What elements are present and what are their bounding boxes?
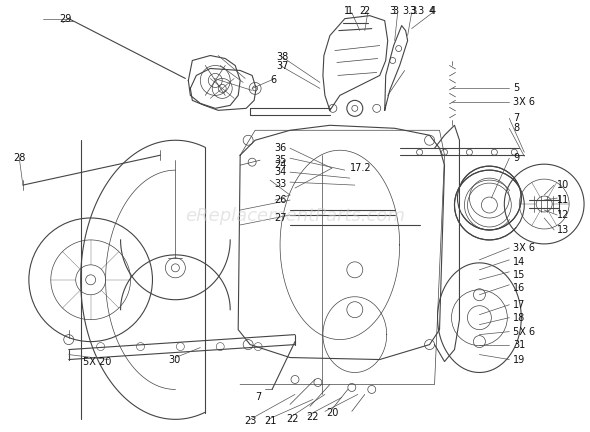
Text: 1: 1	[344, 6, 350, 16]
Text: 3: 3	[389, 6, 396, 16]
Text: 17: 17	[513, 300, 526, 310]
Text: 29: 29	[59, 14, 71, 24]
Text: 3: 3	[393, 6, 399, 16]
Text: 38: 38	[276, 51, 289, 61]
Text: 19: 19	[513, 355, 526, 365]
Text: 3.3: 3.3	[402, 6, 417, 16]
Text: 7: 7	[513, 113, 520, 123]
Text: 22: 22	[286, 414, 299, 424]
Text: 36: 36	[274, 143, 286, 153]
Text: 15: 15	[513, 270, 526, 280]
Text: 20: 20	[326, 408, 338, 418]
Text: 10: 10	[557, 180, 569, 190]
Text: 5: 5	[513, 83, 520, 93]
Text: 5X 6: 5X 6	[513, 327, 535, 337]
Text: 12: 12	[557, 210, 569, 220]
Text: 28: 28	[13, 153, 25, 163]
Text: 26: 26	[274, 195, 286, 205]
Text: 33: 33	[274, 179, 286, 189]
Text: 30: 30	[168, 355, 181, 365]
Text: 23: 23	[244, 416, 257, 426]
Text: 11: 11	[557, 195, 569, 205]
Text: 3.3: 3.3	[409, 6, 425, 16]
Text: 35: 35	[274, 155, 286, 165]
Text: 18: 18	[513, 313, 526, 323]
Text: 9: 9	[513, 153, 519, 163]
Text: 1: 1	[347, 6, 353, 16]
Text: 34: 34	[274, 167, 286, 177]
Text: 21: 21	[264, 416, 277, 426]
Text: 37: 37	[276, 61, 289, 71]
Text: 3X 6: 3X 6	[513, 243, 535, 253]
Text: 8: 8	[513, 123, 519, 133]
Text: 6: 6	[270, 76, 276, 86]
Text: eReplacementParts.com: eReplacementParts.com	[185, 207, 405, 225]
Text: 24: 24	[274, 160, 286, 170]
Text: 5X 20: 5X 20	[83, 356, 111, 366]
Text: 3X 6: 3X 6	[513, 97, 535, 108]
Text: 4: 4	[428, 6, 435, 16]
Text: 17.2: 17.2	[350, 163, 372, 173]
Text: 16: 16	[513, 283, 526, 293]
Text: 27: 27	[274, 213, 287, 223]
Text: 4: 4	[430, 6, 435, 16]
Text: 13: 13	[557, 225, 569, 235]
Text: 22: 22	[306, 413, 319, 422]
Text: 31: 31	[513, 340, 526, 349]
Text: 7: 7	[255, 392, 261, 403]
Text: 2: 2	[360, 6, 366, 16]
Text: 2: 2	[363, 6, 369, 16]
Text: 14: 14	[513, 257, 526, 267]
